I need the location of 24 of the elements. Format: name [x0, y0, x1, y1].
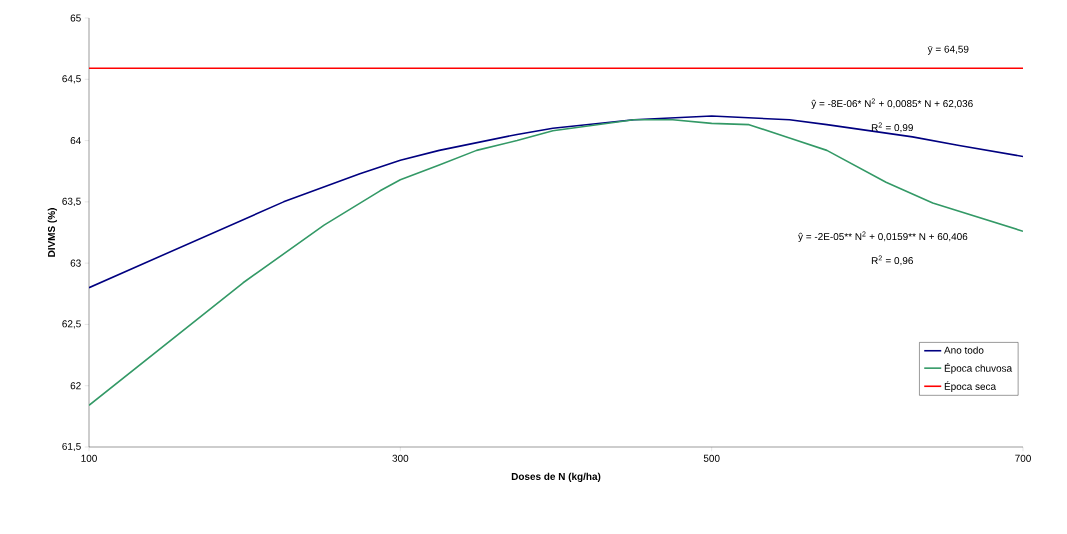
legend-label: Época chuvosa [944, 363, 1013, 374]
annotation: ȳ = 64,59 [927, 45, 969, 55]
annotation: ŷ = -8E-06* N$^{2}$ + 0,0085* N + 62,036 [811, 98, 973, 110]
legend-label: Época seca [944, 381, 997, 392]
annotation: ŷ = -2E-05** N$^{2}$ + 0,0159** N + 60,406 [798, 231, 968, 243]
y-tick-label: 63 [70, 259, 81, 267]
y-tick-label: 64 [70, 137, 81, 145]
x-tick-label: 500 [703, 454, 720, 462]
y-tick-label: 63,5 [62, 197, 81, 206]
annotation: R$^{2}$ = 0,99 [871, 122, 913, 133]
y-tick-label: 62,5 [62, 320, 81, 329]
x-axis-title: Doses de N (kg/ha) [511, 472, 601, 482]
legend-label: Ano todo [944, 346, 984, 354]
line-series [89, 115, 1024, 289]
y-tick-label: 64,5 [62, 75, 81, 84]
y-tick-label: 61,5 [62, 442, 81, 452]
x-tick-label: 100 [81, 454, 97, 462]
annotation: R$^{2}$ = 0,96 [871, 255, 913, 266]
y-tick-label: 65 [70, 14, 81, 22]
x-tick-label: 300 [392, 454, 409, 462]
line-series [89, 118, 1024, 407]
x-tick-label: 700 [1015, 454, 1031, 462]
y-tick-label: 62 [70, 382, 81, 390]
y-axis-title: DIVMS (%) [47, 208, 57, 257]
